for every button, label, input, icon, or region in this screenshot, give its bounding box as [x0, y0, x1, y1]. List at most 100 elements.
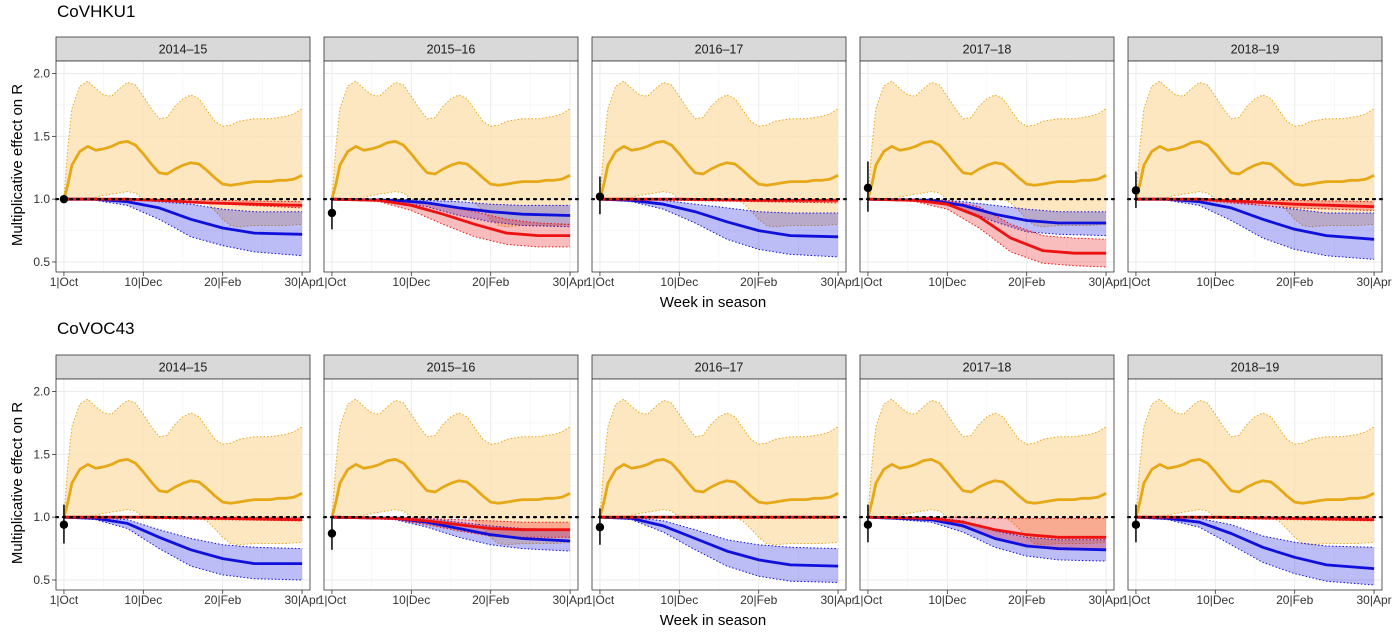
row-title: CoVOC43: [57, 319, 134, 338]
x-tick-label: 30|Apr: [820, 275, 855, 289]
blue-lower-bound: [63, 198, 303, 257]
panel-border: [859, 378, 1115, 591]
x-tick-label: 20|Feb: [740, 593, 777, 607]
blue-lower-bound: [1135, 198, 1375, 260]
yellow-ribbon: [63, 399, 303, 545]
panels: 2014–15 1|Oct 10|Dec 20|Feb 30|Apr 0.5 1.0 1.5 2…: [33, 36, 1392, 289]
panel-strip: [55, 36, 311, 62]
x-tick-label: 1|Oct: [318, 275, 347, 289]
yellow-line: [866, 458, 1107, 518]
yellow-upper-bound: [331, 80, 571, 200]
point-estimate: [59, 520, 69, 529]
x-tick-label: 20|Feb: [204, 593, 241, 607]
yellow-upper-bound: [1135, 398, 1375, 518]
blue-lower-bound: [867, 516, 1107, 562]
point-estimate: [327, 529, 337, 538]
blue-lower-bound: [599, 198, 839, 258]
panel-border: [55, 378, 311, 591]
x-tick-label: 1|Oct: [50, 275, 79, 289]
yellow-ribbon: [867, 81, 1107, 227]
blue-ribbon: [63, 199, 303, 256]
yellow-ribbon: [599, 399, 839, 545]
x-tick-label: 1|Oct: [1122, 593, 1151, 607]
x-tick-label: 30|Apr: [284, 593, 319, 607]
blue-upper-bound: [1135, 516, 1375, 548]
yellow-upper-bound: [63, 398, 303, 518]
x-tick-label: 30|Apr: [552, 275, 587, 289]
x-tick-label: 30|Apr: [1356, 593, 1391, 607]
red-ribbon: [331, 199, 571, 247]
y-axis-title: Multiplicative effect on R: [9, 402, 26, 564]
yellow-ribbon: [1135, 81, 1375, 227]
row-covoc43: CoVOC43 Multiplicative effect on R Week …: [9, 319, 1392, 629]
panels: 2014–15 1|Oct 10|Dec 20|Feb 30|Apr 0.5 1.0 1.5 2…: [33, 354, 1392, 607]
panel-strip: [859, 36, 1115, 62]
blue-line: [1135, 515, 1375, 570]
y-tick-label: 0.5: [33, 255, 50, 269]
x-tick-label: 10|Dec: [660, 593, 698, 607]
blue-ribbon: [1135, 199, 1375, 260]
red-lower-bound: [331, 198, 571, 248]
x-tick-label: 30|Apr: [1088, 275, 1123, 289]
yellow-ribbon: [331, 399, 571, 545]
x-tick-label: 30|Apr: [1088, 593, 1123, 607]
panel-strip-label: 2018–19: [1231, 43, 1280, 57]
blue-ribbon: [1135, 517, 1375, 585]
x-tick-label: 1|Oct: [318, 593, 347, 607]
x-tick-label: 20|Feb: [472, 593, 509, 607]
panel-strip: [323, 36, 579, 62]
panel-border: [1127, 60, 1383, 273]
y-tick-label: 1.5: [33, 447, 50, 461]
panel-strip: [55, 354, 311, 380]
panel-strip-label: 2017–18: [963, 361, 1012, 375]
red-line: [867, 197, 1107, 255]
x-tick-label: 30|Apr: [284, 275, 319, 289]
facet-panel-2: 2015–16 1|Oct 10|Dec 20|Feb 30|Apr: [318, 354, 588, 607]
facet-panel-3: 2016–17 1|Oct 10|Dec 20|Feb 30|Apr: [586, 36, 856, 289]
y-tick-label: 1.5: [33, 129, 50, 143]
blue-line: [599, 515, 839, 568]
red-lower-bound: [867, 198, 1107, 268]
facet-panel-4: 2017–18 1|Oct 10|Dec 20|Feb 30|Apr: [854, 354, 1124, 607]
x-tick-label: 1|Oct: [586, 593, 615, 607]
facet-panel-5: 2018–19 1|Oct 10|Dec 20|Feb 30|Apr: [1122, 354, 1392, 607]
panel-strip-label: 2015–16: [427, 43, 476, 57]
panel-strip-label: 2016–17: [695, 361, 744, 375]
facet-panel-4: 2017–18 1|Oct 10|Dec 20|Feb 30|Apr: [854, 36, 1124, 289]
yellow-upper-bound: [599, 398, 839, 518]
blue-upper-bound: [599, 198, 839, 214]
yellow-ribbon: [1135, 399, 1375, 545]
yellow-ribbon: [331, 81, 571, 227]
point-estimate: [863, 520, 873, 529]
x-tick-label: 20|Feb: [1276, 593, 1313, 607]
blue-ribbon: [63, 517, 303, 580]
blue-line: [63, 515, 303, 565]
panel-strip-label: 2014–15: [159, 43, 208, 57]
x-tick-label: 1|Oct: [50, 593, 79, 607]
x-tick-label: 1|Oct: [586, 275, 615, 289]
x-tick-label: 1|Oct: [1122, 275, 1151, 289]
red-ribbon: [63, 199, 303, 208]
panel-border: [591, 60, 847, 273]
yellow-line: [330, 458, 571, 518]
panel-strip: [1127, 36, 1383, 62]
yellow-upper-bound: [63, 80, 303, 200]
blue-upper-bound: [63, 516, 303, 550]
point-estimate: [595, 523, 605, 532]
point-estimate: [327, 208, 337, 218]
blue-line: [331, 197, 571, 217]
x-tick-label: 20|Feb: [1276, 275, 1313, 289]
x-tick-label: 20|Feb: [204, 275, 241, 289]
blue-line: [867, 197, 1107, 225]
facet-panel-2: 2015–16 1|Oct 10|Dec 20|Feb 30|Apr: [318, 36, 588, 289]
row-title: CoVHKU1: [57, 2, 135, 21]
panel-strip-label: 2015–16: [427, 361, 476, 375]
x-tick-label: 10|Dec: [392, 275, 430, 289]
yellow-upper-bound: [867, 398, 1107, 518]
blue-line: [599, 197, 839, 239]
blue-upper-bound: [1135, 198, 1375, 214]
blue-ribbon: [331, 517, 571, 552]
y-tick-label: 0.5: [33, 573, 50, 587]
x-tick-label: 20|Feb: [740, 275, 777, 289]
panel-border: [859, 60, 1115, 273]
